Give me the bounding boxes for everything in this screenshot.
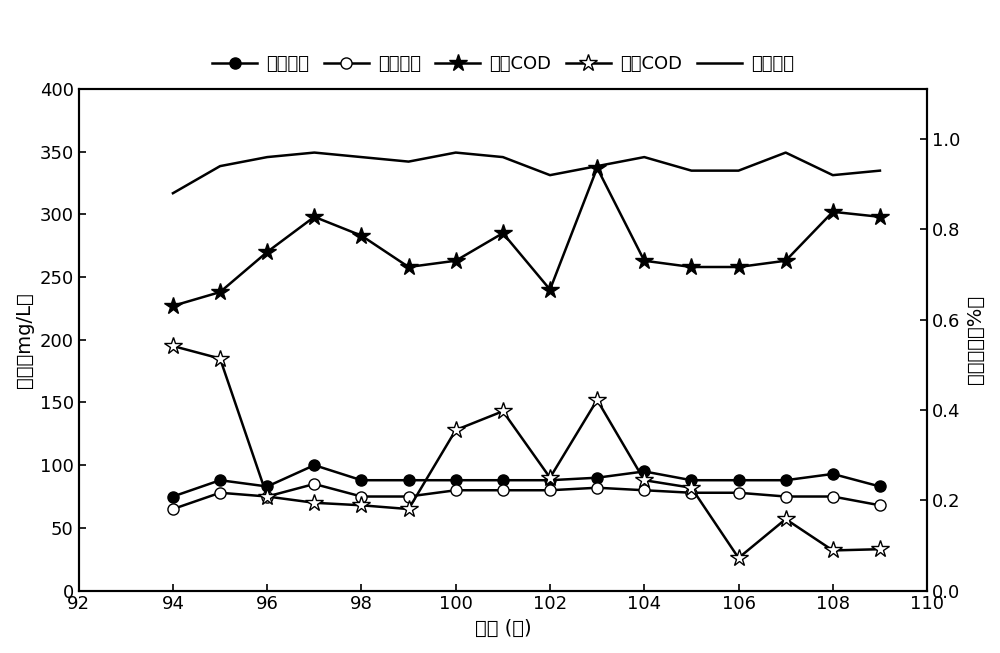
Line: 进水总氮: 进水总氮 (167, 460, 886, 502)
出水总氮 (403, 492, 415, 500)
出水COD (780, 515, 792, 523)
出水总氮 (874, 502, 886, 509)
进水总氮 (403, 476, 415, 484)
出水总氮 (638, 486, 650, 494)
出水COD (874, 545, 886, 553)
出水总氮 (780, 492, 792, 500)
出水总氮 (685, 489, 697, 497)
亚确化率 (450, 149, 462, 157)
出水COD (685, 484, 697, 492)
亚确化率 (638, 153, 650, 161)
进水总氮 (638, 468, 650, 475)
Line: 进水COD: 进水COD (164, 159, 889, 315)
出水COD (827, 547, 839, 554)
出水COD (450, 426, 462, 434)
进水总氮 (544, 476, 556, 484)
亚确化率 (780, 149, 792, 157)
进水COD (874, 213, 886, 221)
进水COD (638, 257, 650, 264)
亚确化率 (733, 167, 745, 174)
出水COD (403, 505, 415, 513)
Line: 出水COD: 出水COD (164, 337, 889, 567)
亚确化率 (827, 171, 839, 179)
出水总氮 (591, 484, 603, 492)
出水总氮 (167, 505, 179, 513)
出水COD (261, 492, 273, 500)
亚确化率 (167, 189, 179, 197)
出水COD (638, 476, 650, 484)
亚确化率 (214, 162, 226, 170)
Legend: 进水总氮, 出水总氮, 进水COD, 出水COD, 亚确化率: 进水总氮, 出水总氮, 进水COD, 出水COD, 亚确化率 (205, 48, 801, 80)
进水COD (685, 263, 697, 271)
出水COD (591, 396, 603, 404)
出水总氮 (261, 492, 273, 500)
出水COD (497, 407, 509, 415)
进水总氮 (780, 476, 792, 484)
出水总氮 (827, 492, 839, 500)
进水COD (261, 248, 273, 256)
亚确化率 (544, 171, 556, 179)
出水总氮 (497, 486, 509, 494)
进水COD (308, 213, 320, 221)
出水总氮 (733, 489, 745, 497)
亚确化率 (685, 167, 697, 174)
出水COD (214, 355, 226, 362)
亚确化率 (874, 167, 886, 174)
亚确化率 (308, 149, 320, 157)
Y-axis label: 浓度（mg/L）: 浓度（mg/L） (15, 292, 34, 388)
进水总氮 (591, 474, 603, 482)
亚确化率 (403, 157, 415, 165)
Line: 出水总氮: 出水总氮 (167, 479, 886, 515)
出水总氮 (355, 492, 367, 500)
出水总氮 (308, 480, 320, 488)
进水COD (450, 257, 462, 264)
亚确化率 (355, 153, 367, 161)
Line: 亚确化率: 亚确化率 (173, 153, 880, 193)
进水总氮 (355, 476, 367, 484)
进水COD (167, 302, 179, 310)
出水总氮 (544, 486, 556, 494)
出水总氮 (450, 486, 462, 494)
进水总氮 (167, 492, 179, 500)
进水COD (591, 164, 603, 172)
进水总氮 (214, 476, 226, 484)
进水COD (827, 208, 839, 215)
进水COD (214, 288, 226, 296)
出水COD (733, 554, 745, 562)
出水COD (355, 502, 367, 509)
进水COD (355, 232, 367, 240)
进水总氮 (874, 483, 886, 490)
亚确化率 (497, 153, 509, 161)
进水COD (497, 229, 509, 237)
出水COD (167, 342, 179, 350)
进水COD (403, 263, 415, 271)
X-axis label: 周期 (个): 周期 (个) (475, 619, 531, 638)
进水总氮 (685, 476, 697, 484)
进水COD (733, 263, 745, 271)
出水COD (544, 474, 556, 482)
进水总氮 (827, 470, 839, 478)
亚确化率 (591, 162, 603, 170)
进水COD (780, 257, 792, 264)
进水总氮 (308, 461, 320, 469)
进水总氮 (261, 483, 273, 490)
Y-axis label: 亚确化率（%）: 亚确化率（%） (966, 295, 985, 385)
进水总氮 (733, 476, 745, 484)
进水COD (544, 285, 556, 293)
出水COD (308, 499, 320, 507)
进水总氮 (497, 476, 509, 484)
亚确化率 (261, 153, 273, 161)
进水总氮 (450, 476, 462, 484)
出水总氮 (214, 489, 226, 497)
